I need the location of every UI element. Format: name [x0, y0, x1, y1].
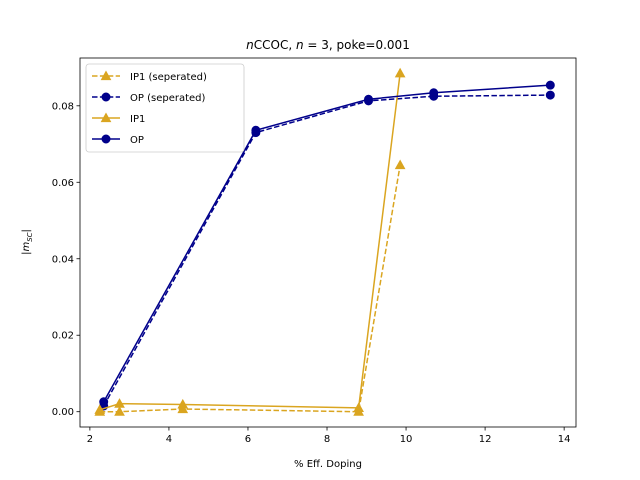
y-tick-label: 0.00	[52, 407, 74, 418]
title-italic-prefix: n	[246, 38, 254, 52]
legend-label: IP1 (seperated)	[130, 72, 207, 83]
data-point	[394, 159, 406, 170]
y-tick-label: 0.04	[52, 254, 74, 265]
y-tick-label: 0.08	[52, 101, 74, 112]
data-point	[429, 88, 439, 98]
y-tick-label: 0.02	[52, 331, 74, 342]
x-tick-label: 2	[87, 434, 93, 445]
title-part-2: = 3, poke=0.001	[304, 38, 410, 52]
x-axis-label: % Eff. Doping	[294, 459, 362, 470]
legend: IP1 (seperated) OP (seperated) IP1 OP	[85, 63, 245, 153]
x-axis-ticks: 2 4 6 8 10 12 14	[87, 427, 571, 445]
axes-frame	[79, 57, 577, 428]
title-part-1: CCOC,	[254, 38, 296, 52]
data-point	[114, 398, 125, 408]
legend-marker	[101, 134, 111, 144]
data-point	[177, 398, 189, 409]
data-point	[545, 90, 555, 100]
legend-entry: OP	[92, 134, 144, 146]
data-point	[394, 67, 406, 78]
x-tick-label: 6	[245, 434, 251, 445]
legend-label: OP (seperated)	[130, 93, 206, 104]
data-point	[177, 403, 189, 414]
series-2	[94, 67, 406, 414]
y-label-sub: SC	[26, 232, 34, 241]
y-axis-label: |mSC|	[21, 229, 34, 255]
x-tick-label: 8	[324, 434, 330, 445]
y-axis-ticks: 0.00 0.02 0.04 0.06 0.08	[52, 101, 80, 418]
y-label-main: |m	[21, 242, 32, 255]
legend-marker	[100, 112, 112, 123]
legend-entry: IP1	[92, 112, 145, 125]
data-point	[99, 397, 109, 407]
y-label-end: |	[21, 229, 32, 232]
data-point	[114, 406, 125, 416]
series-layer	[94, 67, 555, 416]
legend-entry: IP1 (seperated)	[92, 70, 207, 83]
legend-label: OP	[130, 135, 144, 146]
chart-title: nCCOC, n = 3, poke=0.001	[246, 38, 410, 52]
x-tick-label: 14	[558, 434, 571, 445]
data-point	[364, 94, 374, 104]
legend-marker	[100, 70, 112, 81]
legend-label: IP1	[130, 114, 145, 125]
x-tick-label: 4	[166, 434, 172, 445]
title-italic-mid: n	[296, 38, 304, 52]
x-tick-label: 10	[400, 434, 413, 445]
legend-box	[85, 63, 245, 153]
data-point	[353, 402, 364, 412]
data-point	[545, 80, 555, 90]
y-tick-label: 0.06	[52, 178, 74, 189]
data-point	[251, 125, 261, 135]
legend-marker	[101, 92, 111, 102]
x-tick-label: 12	[479, 434, 492, 445]
legend-entry: OP (seperated)	[92, 92, 206, 104]
data-point	[94, 404, 106, 414]
series-3	[99, 80, 555, 407]
